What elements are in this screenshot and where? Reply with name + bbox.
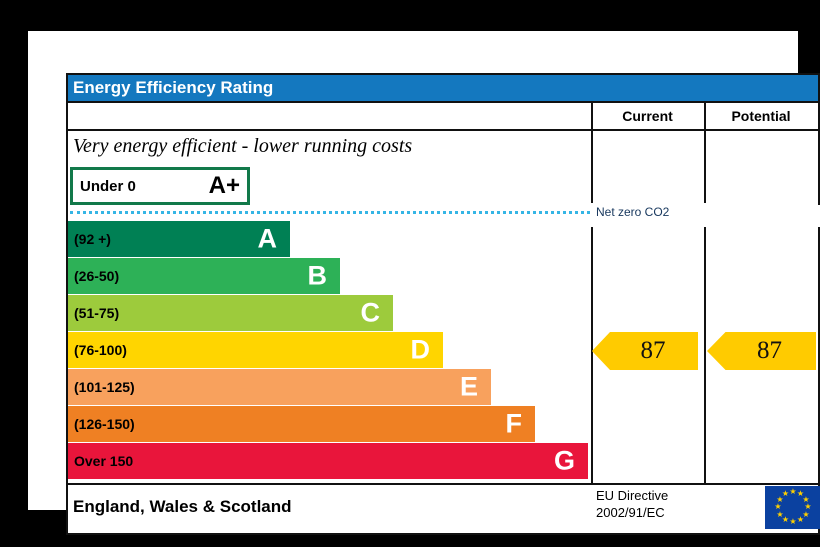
band-range-label: (92 +) <box>74 231 111 247</box>
current-column-divider-top <box>591 103 593 203</box>
eu-flag-star-icon: ★ <box>776 494 784 504</box>
rating-band: (51-75) C <box>68 295 393 331</box>
region-label: England, Wales & Scotland <box>73 497 292 516</box>
band-range-label: (101-125) <box>74 379 135 395</box>
band-range-label: (51-75) <box>74 305 120 321</box>
eu-flag: ★ ★ ★ ★ ★ ★ ★ ★ ★ ★ ★ ★ <box>765 486 820 529</box>
current-rating-arrow: 87 <box>592 332 698 370</box>
eu-flag-star-icon: ★ <box>796 489 805 498</box>
eu-flag-star-icon: ★ <box>781 489 790 498</box>
eu-flag-star-icon: ★ <box>789 517 797 526</box>
rating-band: (92 +) A <box>68 221 290 257</box>
band-range-label: Over 150 <box>74 453 134 469</box>
band-letter: B <box>307 260 328 291</box>
rating-band: (26-50) B <box>68 258 340 294</box>
eu-flag-star-icon: ★ <box>796 514 805 524</box>
eu-flag-star-icon: ★ <box>781 514 790 524</box>
rating-band: (101-125) E <box>68 369 491 405</box>
eu-flag-star-icon: ★ <box>802 509 810 519</box>
rating-band: (76-100) D <box>68 332 443 368</box>
band-letter: G <box>553 445 575 476</box>
chart-title: Energy Efficiency Rating <box>73 78 274 97</box>
eu-flag-star-icon: ★ <box>804 502 812 511</box>
band-letter: F <box>505 408 523 439</box>
potential-rating-value: 87 <box>757 337 782 364</box>
footer-divider-line <box>68 483 818 485</box>
efficiency-note: Very energy efficient - lower running co… <box>73 135 413 157</box>
net-zero-dotted-line <box>70 211 590 214</box>
potential-column-divider-top <box>704 103 706 203</box>
eu-flag-star-icon: ★ <box>774 502 782 511</box>
potential-rating-arrow: 87 <box>707 332 816 370</box>
band-a-plus: Under 0 A+ <box>70 167 250 205</box>
energy-efficiency-chart: Energy Efficiency Rating Current Potenti… <box>66 73 820 535</box>
net-zero-label: Net zero CO2 <box>596 205 670 219</box>
column-header-potential: Potential <box>731 108 791 124</box>
band-range-label: (126-150) <box>74 416 135 432</box>
eu-directive-line1: EU Directive <box>596 488 669 503</box>
eu-directive-line2: 2002/91/EC <box>596 505 665 520</box>
band-letter: C <box>360 297 381 328</box>
band-letter: E <box>459 371 478 402</box>
rating-band: Over 150 G <box>68 443 588 479</box>
eu-flag-star-icon: ★ <box>776 509 784 519</box>
band-range-label: (26-50) <box>74 268 120 284</box>
header-divider-line <box>68 129 818 131</box>
rating-band: (126-150) F <box>68 406 535 442</box>
band-letter: D <box>410 334 431 365</box>
chart-title-bar: Energy Efficiency Rating <box>68 75 818 103</box>
band-a-plus-letter: A+ <box>208 172 240 199</box>
potential-column-divider-bottom <box>704 227 706 483</box>
current-column-divider-bottom <box>591 227 593 483</box>
right-border-gap <box>818 205 820 227</box>
band-letter: A <box>257 223 278 254</box>
chart-panel: Energy Efficiency Rating Current Potenti… <box>28 31 820 535</box>
eu-flag-star-icon: ★ <box>802 494 810 504</box>
band-range-label: (76-100) <box>74 342 127 358</box>
eu-directive-label: EU Directive 2002/91/EC <box>596 487 668 521</box>
band-a-plus-range: Under 0 <box>80 177 136 195</box>
current-rating-value: 87 <box>640 337 666 364</box>
column-header-current: Current <box>622 108 673 124</box>
eu-flag-star-icon: ★ <box>789 487 797 496</box>
